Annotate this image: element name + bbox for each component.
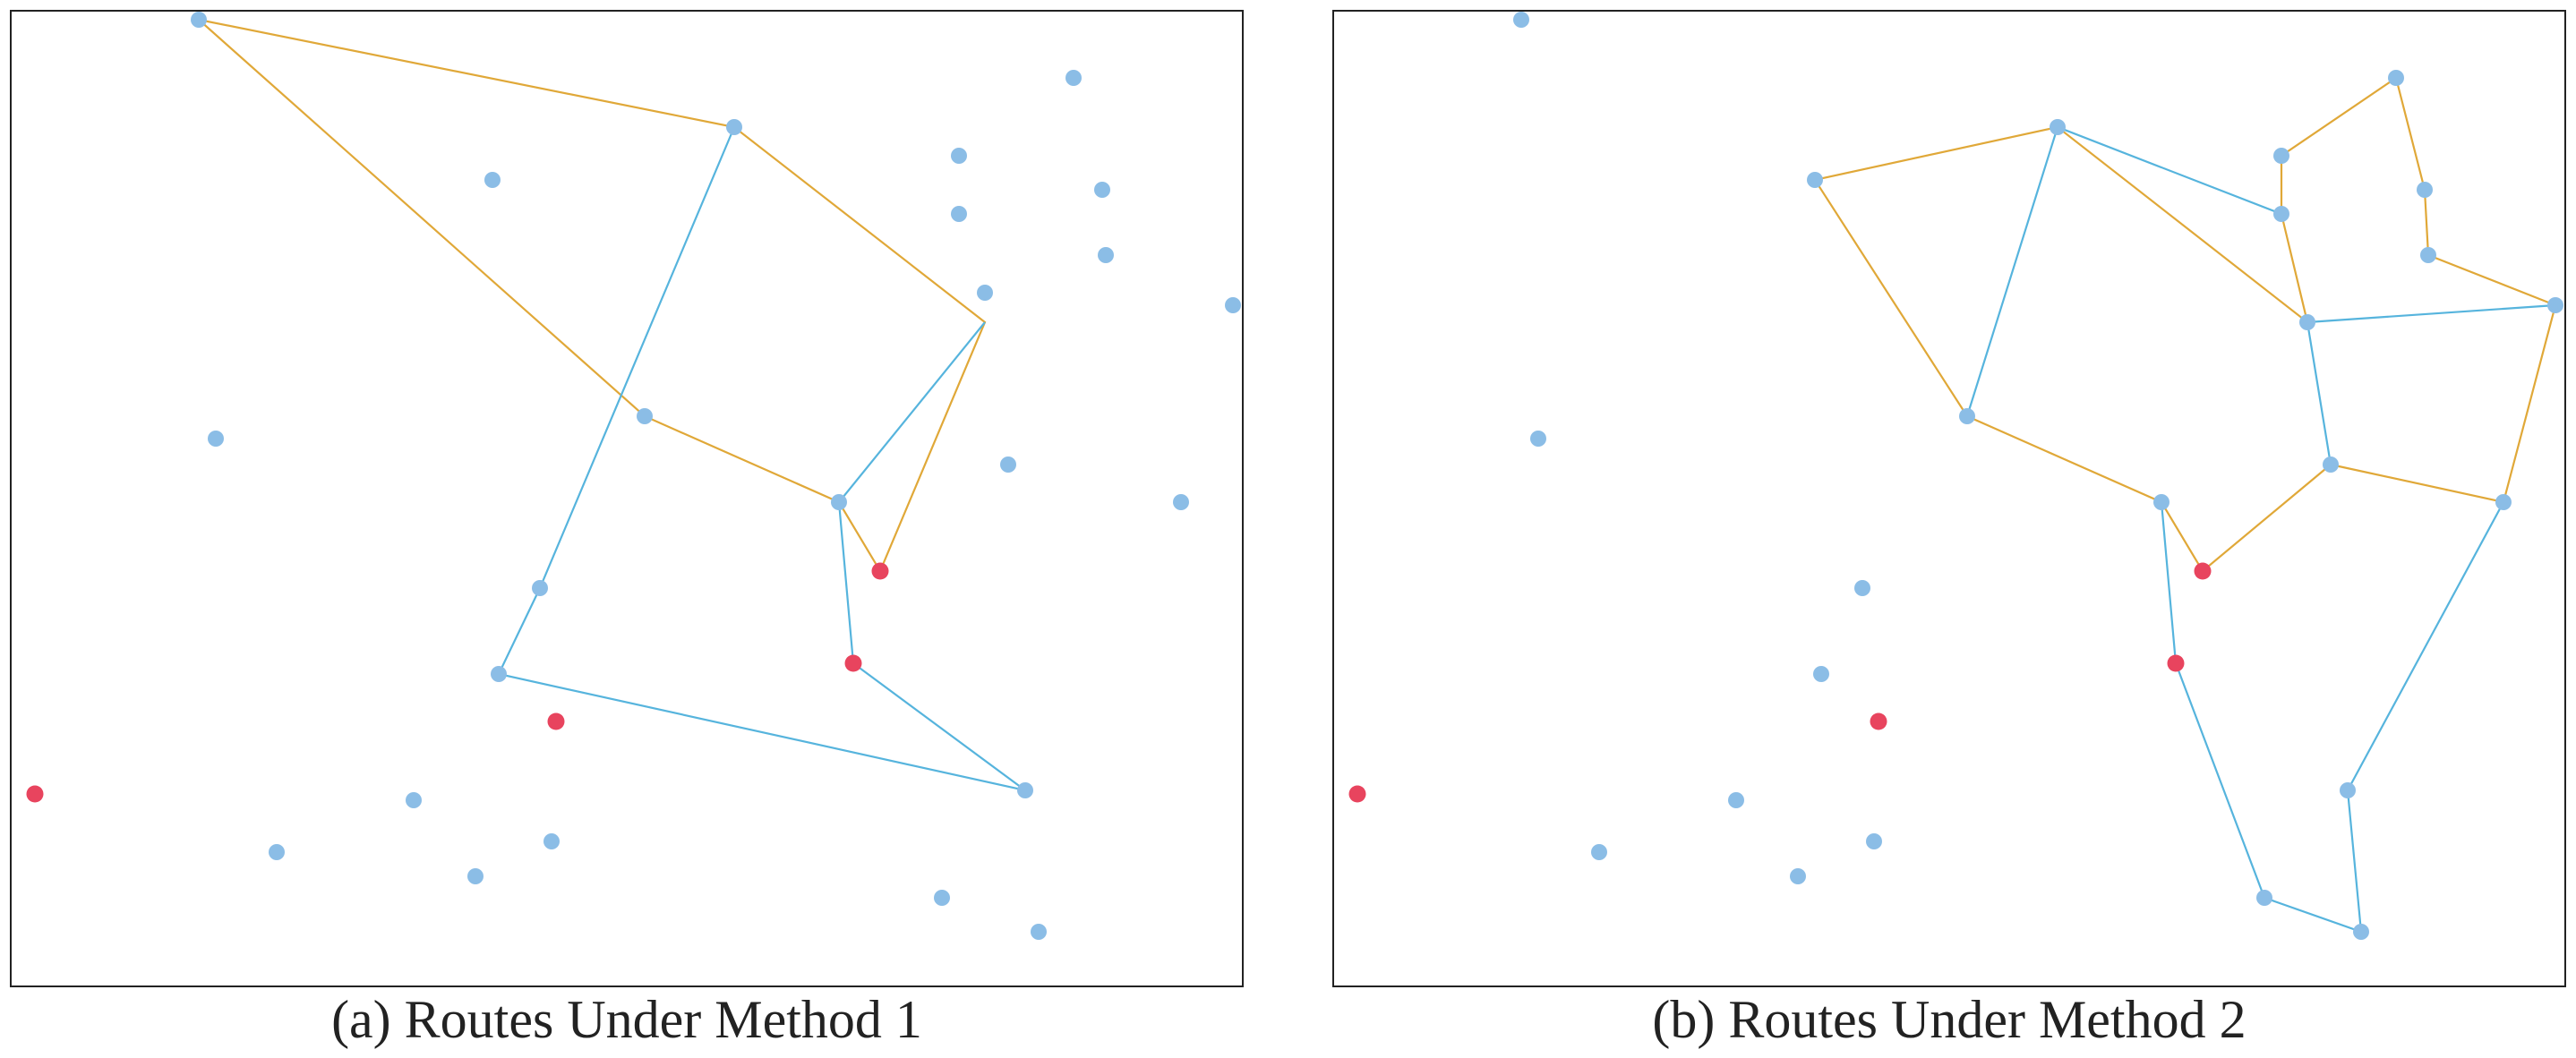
customer-node [2353, 924, 2369, 940]
depot-node [1348, 785, 1366, 803]
customer-node [1098, 247, 1114, 263]
customer-node [977, 285, 993, 301]
depot-node [26, 785, 44, 803]
plot-frame [1332, 10, 2566, 987]
customer-node [1031, 924, 1047, 940]
route-line-2 [2306, 303, 2556, 324]
caption-method-1: (a) Routes Under Method 1 [331, 990, 922, 1049]
customer-node [2273, 148, 2289, 164]
customer-node [1866, 833, 1882, 849]
customer-node [532, 580, 548, 596]
customer-node [491, 666, 507, 682]
plot-frame [10, 10, 1244, 987]
customer-node [543, 833, 560, 849]
customer-node [208, 431, 224, 447]
caption-method-2: (b) Routes Under Method 2 [1652, 990, 2247, 1049]
route-line-0 [195, 18, 987, 572]
customer-node [2547, 297, 2563, 313]
customer-node [2299, 314, 2315, 330]
panel-method-2: (b) Routes Under Method 2 [1322, 0, 2576, 1058]
customer-node [726, 119, 742, 135]
customer-node [191, 12, 207, 28]
route-line-0 [1813, 76, 2557, 572]
route-line-3 [2306, 321, 2332, 465]
customer-node [2495, 494, 2512, 510]
depot-node [1870, 712, 1887, 730]
route-line-1 [1965, 125, 2282, 417]
customer-node [934, 890, 950, 906]
depot-node [547, 712, 565, 730]
customer-node [1065, 70, 1082, 86]
route-diagram-method-1 [10, 10, 1244, 987]
panel-method-1: (a) Routes Under Method 1 [0, 0, 1254, 1058]
customer-node [2050, 119, 2066, 135]
customer-node [1591, 844, 1607, 860]
customer-node [1225, 297, 1241, 313]
customer-node [1790, 868, 1806, 884]
customer-node [951, 148, 967, 164]
customer-node [951, 206, 967, 222]
customer-node [2340, 782, 2356, 798]
customer-node [1000, 456, 1016, 473]
customer-node [2256, 890, 2272, 906]
customer-node [1173, 494, 1189, 510]
customer-node [406, 792, 422, 808]
customer-node [1854, 580, 1870, 596]
depot-node [871, 562, 889, 580]
customer-node [831, 494, 847, 510]
customer-node [484, 172, 501, 188]
depot-node [2167, 654, 2185, 672]
customer-node [2420, 247, 2436, 263]
customer-node [1017, 782, 1033, 798]
customer-node [1728, 792, 1744, 808]
customer-node [2273, 206, 2289, 222]
customer-node [1513, 12, 1529, 28]
customer-node [1530, 431, 1546, 447]
depot-node [844, 654, 862, 672]
customer-node [2323, 456, 2339, 473]
customer-node [2417, 182, 2433, 198]
customer-node [2388, 70, 2404, 86]
customer-node [2153, 494, 2169, 510]
customer-node [1813, 666, 1829, 682]
route-diagram-method-2 [1332, 10, 2566, 987]
customer-node [1959, 408, 1975, 424]
customer-node [637, 408, 653, 424]
customer-node [1807, 172, 1823, 188]
route-line-2 [497, 126, 1026, 792]
customer-node [269, 844, 285, 860]
customer-node [467, 868, 484, 884]
route-line-4 [2160, 501, 2504, 934]
customer-node [1094, 182, 1110, 198]
depot-node [2194, 562, 2212, 580]
